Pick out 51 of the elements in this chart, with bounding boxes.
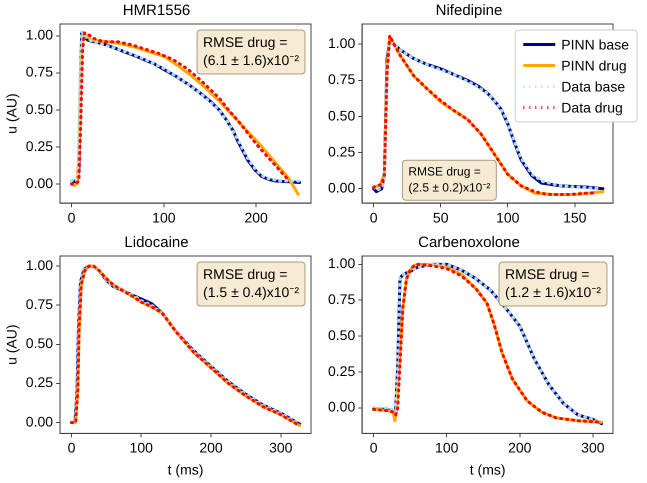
y-tick-label: 1.00 <box>328 35 356 52</box>
y-axis-title: u (AU) <box>3 93 20 134</box>
y-tick-label: 0.50 <box>26 100 54 117</box>
y-tick-label: 0.25 <box>328 143 356 160</box>
x-tick-label: 100 <box>435 440 459 456</box>
y-tick-label: 1.00 <box>26 26 54 43</box>
y-tick-label: 0.75 <box>26 64 54 80</box>
x-tick-label: 0 <box>370 209 378 226</box>
y-tick-label: 0.00 <box>328 180 356 196</box>
annotation: RMSE drug = (6.1 ± 1.6)x10⁻² <box>203 34 300 68</box>
legend-label: Data base <box>561 78 626 94</box>
y-tick-label: 1.00 <box>328 255 356 272</box>
legend-label: PINN drug <box>561 57 627 74</box>
annotation: RMSE drug = (1.5 ± 0.4)x10⁻² <box>203 266 300 300</box>
chart-title: Carbenoxolone <box>418 234 520 252</box>
x-tick-label: 200 <box>199 440 223 456</box>
y-tick-label: 0.25 <box>26 138 54 154</box>
x-tick-label: 100 <box>130 440 154 456</box>
x-tick-label: 200 <box>244 209 268 226</box>
x-tick-label: 0 <box>68 440 76 456</box>
x-tick-label: 150 <box>563 209 587 226</box>
x-axis-title: t (ms) <box>168 461 204 478</box>
y-tick-label: 0.75 <box>26 296 54 312</box>
y-tick-label: 0.00 <box>26 174 54 191</box>
chart-title: Lidocaine <box>124 234 189 252</box>
y-tick-label: 0.50 <box>26 335 54 352</box>
x-tick-label: 0 <box>68 209 76 226</box>
annotation: RMSE drug = (1.2 ± 1.6)x10⁻² <box>505 266 602 300</box>
y-tick-label: 0.00 <box>328 398 356 415</box>
y-tick-label: 0.25 <box>26 374 54 390</box>
y-tick-label: 1.00 <box>26 257 54 274</box>
y-tick-label: 0.75 <box>328 71 356 88</box>
y-tick-label: 0.25 <box>328 362 356 379</box>
y-tick-label: 0.75 <box>328 291 356 308</box>
chart-title: Nifedipine <box>436 2 502 20</box>
legend-label: Data drug <box>561 99 623 116</box>
x-tick-label: 50 <box>432 209 449 226</box>
chart-title: HMR1556 <box>122 2 190 20</box>
x-axis-title: t (ms) <box>470 461 506 478</box>
legend-label: PINN base <box>561 36 630 52</box>
y-tick-label: 0.50 <box>328 107 356 124</box>
y-tick-label: 0.00 <box>26 413 54 430</box>
x-tick-label: 300 <box>269 440 293 456</box>
y-tick-label: 0.50 <box>328 326 356 343</box>
x-tick-label: 0 <box>370 440 378 456</box>
x-tick-label: 100 <box>496 209 520 226</box>
x-tick-label: 300 <box>581 440 605 456</box>
x-tick-label: 100 <box>152 209 176 226</box>
x-tick-label: 200 <box>508 440 532 456</box>
y-axis-title: u (AU) <box>3 324 20 365</box>
annotation: RMSE drug = (2.5 ± 0.2)x10⁻² <box>408 164 490 195</box>
